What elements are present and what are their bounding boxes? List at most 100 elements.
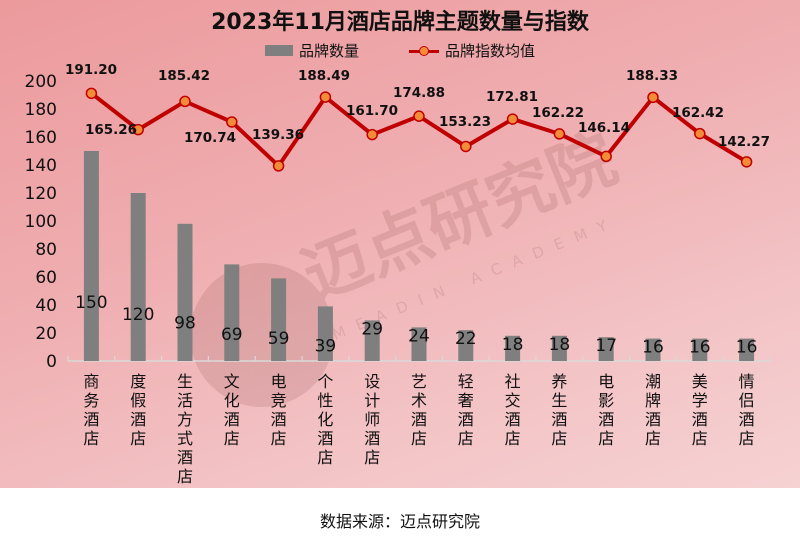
bar xyxy=(271,278,287,361)
line-value-label: 174.88 xyxy=(393,85,445,101)
y-tick-label: 0 xyxy=(46,352,57,372)
line-marker xyxy=(272,160,285,172)
plot-area: 迈点研究院 MEADIN ACADEMY 0 20 40 60 80 100 120 140 1… xyxy=(25,62,771,486)
y-tick-label: 20 xyxy=(35,324,57,344)
bar xyxy=(739,338,755,361)
line-marker xyxy=(460,140,472,153)
bar-value-label: 69 xyxy=(221,325,243,345)
bar-value-label: 150 xyxy=(75,293,107,313)
y-tick-label: 140 xyxy=(25,156,57,176)
x-category-label: 设计师酒店 xyxy=(364,372,380,467)
line-marker xyxy=(226,116,238,128)
x-category-label: 电竞酒店 xyxy=(271,372,287,448)
bar xyxy=(692,338,708,361)
x-category-label: 度假酒店 xyxy=(130,372,146,448)
bar-value-label: 39 xyxy=(315,337,337,357)
bar xyxy=(177,223,193,361)
bar xyxy=(598,337,614,361)
line-marker xyxy=(647,91,659,104)
y-tick-label: 40 xyxy=(35,296,57,316)
legend-item-bar: 品牌数量 xyxy=(264,40,359,61)
x-category-label: 美学酒店 xyxy=(692,372,708,448)
bar xyxy=(224,264,240,361)
line-value-label: 153.23 xyxy=(439,114,491,130)
y-axis: 0 20 40 60 80 100 120 140 160 180 200 xyxy=(25,72,57,372)
y-tick-label: 160 xyxy=(25,128,57,148)
line-value-label: 188.33 xyxy=(626,68,678,84)
source-note: 数据来源：迈点研究院 xyxy=(319,512,480,531)
line-marker xyxy=(740,156,753,168)
x-category-label: 商务酒店 xyxy=(83,372,99,448)
x-category-label: 情侣酒店 xyxy=(739,372,755,448)
x-category-label: 个性化酒店 xyxy=(317,372,333,467)
y-tick-label: 100 xyxy=(25,212,57,232)
bar xyxy=(551,335,567,361)
bar-value-label: 24 xyxy=(408,326,430,346)
line-value-label: 170.74 xyxy=(184,130,236,146)
line-marker-swatch-icon xyxy=(409,45,439,57)
bar xyxy=(645,338,661,361)
line-marker xyxy=(132,123,144,136)
bar-value-label: 59 xyxy=(268,329,290,349)
line-marker xyxy=(553,128,566,140)
line-value-label: 142.27 xyxy=(718,134,770,150)
bar xyxy=(411,327,427,361)
x-category-label: 文化酒店 xyxy=(224,372,240,448)
watermark: 迈点研究院 MEADIN ACADEMY xyxy=(190,120,627,407)
line-series: 191.20 165.26 185.42 170.74 139.36 188.49 161.… xyxy=(65,62,770,172)
x-category-label: 养生酒店 xyxy=(551,372,567,448)
bar-series: 150 120 98 69 59 39 29 24 22 18 18 17 16 16 16 xyxy=(75,151,757,361)
bar xyxy=(364,320,380,361)
legend-bar-label: 品牌数量 xyxy=(298,42,359,60)
line-marker xyxy=(319,91,332,103)
x-category-label: 艺术酒店 xyxy=(411,372,427,448)
legend-item-line: 品牌指数均值 xyxy=(409,40,535,61)
line-value-label: 165.26 xyxy=(85,122,137,138)
y-tick-label: 200 xyxy=(25,72,57,92)
bar-value-label: 17 xyxy=(595,336,617,356)
y-tick-label: 60 xyxy=(35,268,57,288)
bar-swatch-icon xyxy=(264,45,293,56)
x-category-label: 潮牌酒店 xyxy=(645,372,661,448)
line-marker xyxy=(694,127,706,140)
bar-value-label: 18 xyxy=(549,335,571,355)
bar-value-label: 16 xyxy=(642,338,664,358)
line-value-label: 139.36 xyxy=(252,127,304,143)
x-category-label: 轻奢酒店 xyxy=(458,372,474,448)
line-value-label: 191.20 xyxy=(65,62,117,78)
chart-panel: 迈点研究院 MEADIN ACADEMY 0 20 40 60 80 100 120 140 1… xyxy=(0,0,800,488)
legend-line-label: 品牌指数均值 xyxy=(445,42,536,60)
chart-title: 2023年11月酒店品牌主题数量与指数 xyxy=(211,10,589,35)
bar-value-label: 22 xyxy=(455,329,477,349)
line-value-label: 188.49 xyxy=(298,68,350,84)
bar-value-label: 18 xyxy=(502,335,524,355)
line-marker xyxy=(366,128,378,141)
bar-value-label: 16 xyxy=(689,338,711,358)
y-tick-label: 180 xyxy=(25,100,57,120)
bar xyxy=(130,193,146,361)
line-marker xyxy=(506,113,519,125)
line-marker xyxy=(413,110,425,122)
bar xyxy=(317,306,333,361)
line-value-label: 172.81 xyxy=(486,89,538,105)
bar-value-label: 29 xyxy=(361,319,383,339)
x-category-label: 社交酒店 xyxy=(505,372,521,448)
bar-value-label: 120 xyxy=(122,305,154,325)
bar xyxy=(505,335,521,361)
bar xyxy=(458,330,474,361)
line-value-label: 162.42 xyxy=(672,105,724,121)
y-tick-label: 80 xyxy=(35,240,57,260)
line-value-label: 162.22 xyxy=(532,105,584,121)
x-category-label: 生活方式酒店 xyxy=(177,372,193,486)
line-marker xyxy=(85,87,98,100)
line-value-label: 185.42 xyxy=(158,68,210,84)
bar-value-label: 16 xyxy=(736,338,758,358)
line-marker xyxy=(600,150,612,163)
line-value-label: 146.14 xyxy=(578,120,630,136)
x-axis: 商务酒店 度假酒店 生活方式酒店 文化酒店 电竞酒店 个性化酒店 设计师酒店 艺术酒店 轻奢酒店… xyxy=(67,356,771,486)
bar xyxy=(83,151,99,361)
bar-value-label: 98 xyxy=(174,314,196,334)
y-tick-label: 120 xyxy=(25,184,57,204)
x-category-label: 电影酒店 xyxy=(598,372,614,448)
line-value-label: 161.70 xyxy=(346,103,398,119)
